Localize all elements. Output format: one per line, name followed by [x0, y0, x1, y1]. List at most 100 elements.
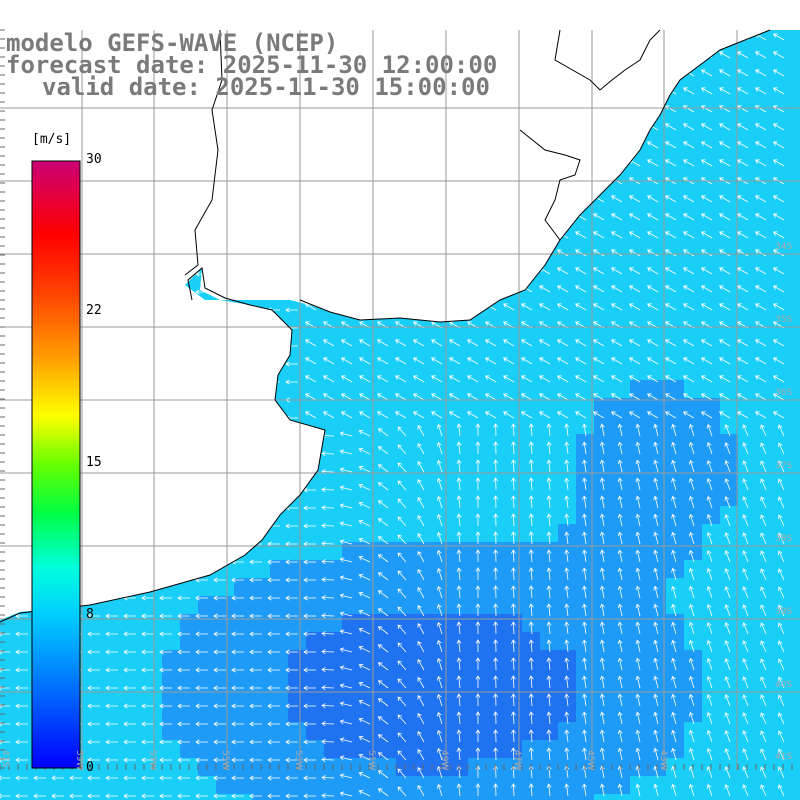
ocean-cell	[504, 308, 523, 327]
ocean-cell	[774, 722, 793, 741]
wind-arrow	[724, 766, 731, 779]
ocean-cell	[612, 326, 631, 345]
wind-arrow	[213, 775, 226, 781]
wind-arrow	[546, 585, 552, 599]
ocean-cell	[360, 560, 379, 579]
wind-arrow	[377, 482, 389, 491]
ocean-cell	[684, 722, 703, 741]
ocean-cell	[432, 452, 451, 471]
ocean-cell	[792, 560, 800, 579]
wind-arrow	[397, 714, 407, 725]
wind-arrow	[754, 195, 767, 203]
ocean-cell	[702, 776, 721, 795]
wind-arrow	[706, 639, 713, 653]
wind-arrow	[105, 757, 118, 763]
wind-arrow	[412, 411, 425, 419]
wind-arrow	[682, 159, 695, 167]
wind-arrow	[456, 441, 462, 455]
wind-arrow	[321, 523, 335, 529]
wind-arrow	[599, 603, 605, 617]
ocean-cell	[774, 344, 793, 363]
wind-arrow	[610, 285, 623, 293]
ocean-cell	[90, 704, 109, 723]
ocean-cell	[630, 272, 649, 291]
wind-arrow	[646, 411, 659, 419]
ocean-cell	[720, 146, 739, 165]
ocean-cell	[756, 470, 775, 489]
wind-arrow	[617, 603, 623, 617]
ocean-cell	[396, 722, 415, 741]
wind-arrow	[546, 729, 552, 743]
ocean-cell	[792, 236, 800, 255]
ocean-cell	[774, 30, 793, 39]
wind-arrow	[105, 613, 118, 619]
wind-arrow	[564, 513, 570, 527]
wind-arrow	[682, 285, 695, 293]
ocean-cell	[756, 452, 775, 471]
wind-arrow	[528, 567, 534, 581]
ocean-cell	[630, 596, 649, 615]
wind-arrow	[671, 675, 677, 689]
ocean-cell	[234, 794, 253, 800]
ocean-cell	[702, 146, 721, 165]
wind-arrow	[635, 693, 641, 707]
wind-arrow	[635, 549, 641, 563]
ocean-cell	[306, 704, 325, 723]
ocean-cell	[738, 794, 757, 800]
wind-arrow	[304, 393, 317, 401]
ocean-cell	[0, 704, 19, 723]
wind-arrow	[664, 357, 677, 365]
wind-arrow	[303, 505, 316, 511]
wind-arrow	[358, 555, 371, 563]
wind-arrow	[285, 757, 298, 763]
wind-arrow	[736, 69, 749, 77]
wind-arrow	[610, 267, 623, 275]
ocean-cell	[162, 740, 181, 759]
wind-arrow	[285, 649, 298, 655]
wind-arrow	[141, 649, 154, 655]
wind-arrow	[599, 441, 605, 455]
ocean-cell	[378, 344, 397, 363]
ocean-cell	[702, 92, 721, 111]
wind-arrow	[688, 495, 695, 509]
ocean-cell	[576, 344, 595, 363]
ocean-cell	[756, 794, 775, 800]
ocean-cell	[540, 290, 559, 309]
ocean-cell	[720, 56, 739, 75]
ocean-cell	[504, 794, 523, 800]
wind-arrow	[159, 613, 172, 619]
ocean-cell	[666, 290, 685, 309]
wind-arrow	[321, 559, 335, 565]
ocean-cell	[54, 794, 73, 800]
wind-arrow	[321, 775, 335, 781]
ocean-cell	[270, 668, 289, 687]
ocean-cell	[702, 596, 721, 615]
ocean-cell	[360, 470, 379, 489]
wind-arrow	[610, 375, 623, 383]
wind-arrow	[617, 495, 623, 509]
wind-arrow	[664, 393, 677, 401]
wind-arrow	[582, 495, 587, 509]
ocean-cell	[378, 722, 397, 741]
wind-arrow	[546, 549, 552, 563]
ocean-cell	[648, 524, 667, 543]
wind-arrow	[141, 703, 154, 709]
wind-arrow	[475, 495, 481, 509]
ocean-cell	[324, 398, 343, 417]
ocean-cell	[612, 416, 631, 435]
wind-arrow	[582, 747, 587, 761]
wind-arrow	[754, 285, 767, 293]
ocean-cell	[486, 362, 505, 381]
wind-arrow	[617, 639, 623, 653]
wind-arrow	[706, 585, 713, 599]
ocean-cell	[720, 704, 739, 723]
wind-arrow	[688, 639, 695, 653]
wind-arrow	[688, 711, 695, 725]
ocean-cell	[378, 416, 397, 435]
ocean-cell	[774, 650, 793, 669]
wind-arrow	[195, 703, 208, 709]
ocean-cell	[396, 542, 415, 561]
ocean-cell	[468, 578, 487, 597]
ocean-cell	[756, 524, 775, 543]
wind-arrow	[377, 554, 389, 563]
